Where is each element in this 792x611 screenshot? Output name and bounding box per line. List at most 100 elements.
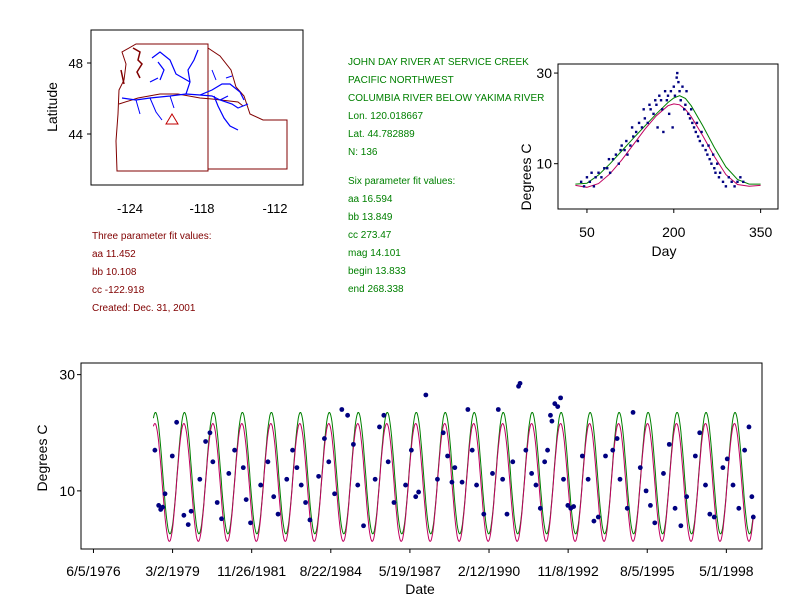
data-point — [585, 176, 589, 179]
data-point — [351, 441, 356, 447]
data-point — [600, 176, 603, 179]
data-point — [558, 395, 563, 401]
data-point — [718, 171, 722, 174]
data-point — [619, 148, 622, 152]
data-point — [490, 471, 495, 476]
data-point — [637, 465, 643, 471]
data-point — [698, 139, 702, 143]
data-point — [661, 471, 666, 476]
data-point — [654, 99, 657, 102]
data-point — [440, 430, 446, 436]
data-point — [678, 523, 684, 529]
data-point — [452, 465, 458, 471]
data-point — [555, 404, 561, 409]
data-point — [671, 126, 674, 129]
data-point — [666, 441, 672, 447]
six-param-fit-curve — [575, 95, 761, 185]
data-point — [381, 412, 387, 418]
station-region: PACIFIC NORTHWEST — [348, 75, 454, 86]
data-point — [290, 447, 295, 453]
data-point — [156, 503, 162, 508]
data-point — [684, 103, 687, 106]
data-point — [643, 488, 649, 494]
data-point — [648, 103, 651, 106]
data-point — [219, 516, 224, 522]
data-point — [326, 459, 332, 465]
timeseries-xtick-label: 6/5/1976 — [66, 563, 121, 579]
data-point — [689, 108, 693, 111]
data-point — [742, 447, 748, 453]
data-point — [711, 153, 715, 156]
data-point — [307, 517, 313, 523]
six-fit-cc: cc 273.47 — [348, 230, 392, 241]
data-point — [579, 453, 585, 459]
seasonal-xtick-label: 350 — [749, 224, 773, 240]
timeseries-ylabel: Degrees C — [34, 425, 50, 492]
data-point — [669, 89, 673, 93]
three-fit-bb: bb 10.108 — [92, 267, 137, 278]
seasonal-ytick-label: 30 — [536, 65, 552, 81]
data-point — [683, 108, 686, 111]
data-point — [646, 121, 649, 125]
six-param-fit-curve — [152, 412, 754, 535]
data-point — [316, 473, 322, 479]
river-line — [199, 83, 245, 131]
map-ytick-label: 44 — [69, 127, 83, 142]
data-point — [630, 126, 634, 129]
data-point — [294, 465, 300, 471]
data-point — [284, 476, 290, 482]
data-point — [700, 130, 703, 134]
data-point — [630, 410, 636, 415]
data-point — [210, 459, 216, 465]
data-point — [636, 139, 640, 143]
data-point — [188, 508, 194, 514]
data-point — [181, 512, 187, 518]
data-point — [226, 471, 232, 476]
timeseries-xtick-label: 5/19/1987 — [379, 563, 441, 579]
data-point — [517, 380, 523, 386]
data-point — [435, 476, 440, 482]
data-point — [160, 504, 166, 510]
data-point — [481, 511, 487, 517]
data-point — [677, 80, 680, 84]
data-point — [672, 505, 678, 511]
data-point — [684, 494, 690, 500]
data-point — [687, 112, 690, 116]
data-point — [603, 167, 606, 170]
data-point — [673, 94, 677, 97]
data-point — [730, 482, 736, 488]
data-point — [197, 476, 203, 482]
data-point — [385, 459, 391, 465]
data-point — [592, 185, 596, 188]
seasonal-xlabel: Day — [652, 243, 677, 259]
data-point — [403, 482, 408, 488]
data-point — [634, 130, 638, 134]
data-point — [258, 482, 264, 488]
data-point — [265, 459, 271, 465]
data-point — [695, 121, 699, 125]
data-point — [736, 180, 739, 184]
data-point — [667, 112, 671, 116]
data-point — [355, 482, 361, 488]
data-point — [672, 85, 675, 88]
data-point — [626, 153, 629, 156]
data-point — [608, 171, 612, 174]
data-point — [663, 89, 667, 93]
data-point — [679, 99, 682, 102]
data-point — [661, 108, 664, 111]
data-point — [303, 500, 308, 505]
data-point — [537, 505, 543, 511]
data-point — [656, 126, 659, 129]
data-point — [750, 514, 756, 520]
timeseries-ytick-label: 30 — [59, 367, 75, 383]
six-fit-bb: bb 13.849 — [348, 212, 393, 223]
data-point — [607, 157, 611, 161]
data-point — [717, 176, 721, 179]
state-border-line — [118, 93, 244, 107]
data-point — [706, 153, 709, 156]
timeseries-ytick-label: 10 — [59, 483, 75, 499]
data-point — [724, 456, 730, 462]
data-point — [675, 76, 678, 79]
data-point — [692, 126, 696, 129]
data-point — [643, 117, 647, 120]
